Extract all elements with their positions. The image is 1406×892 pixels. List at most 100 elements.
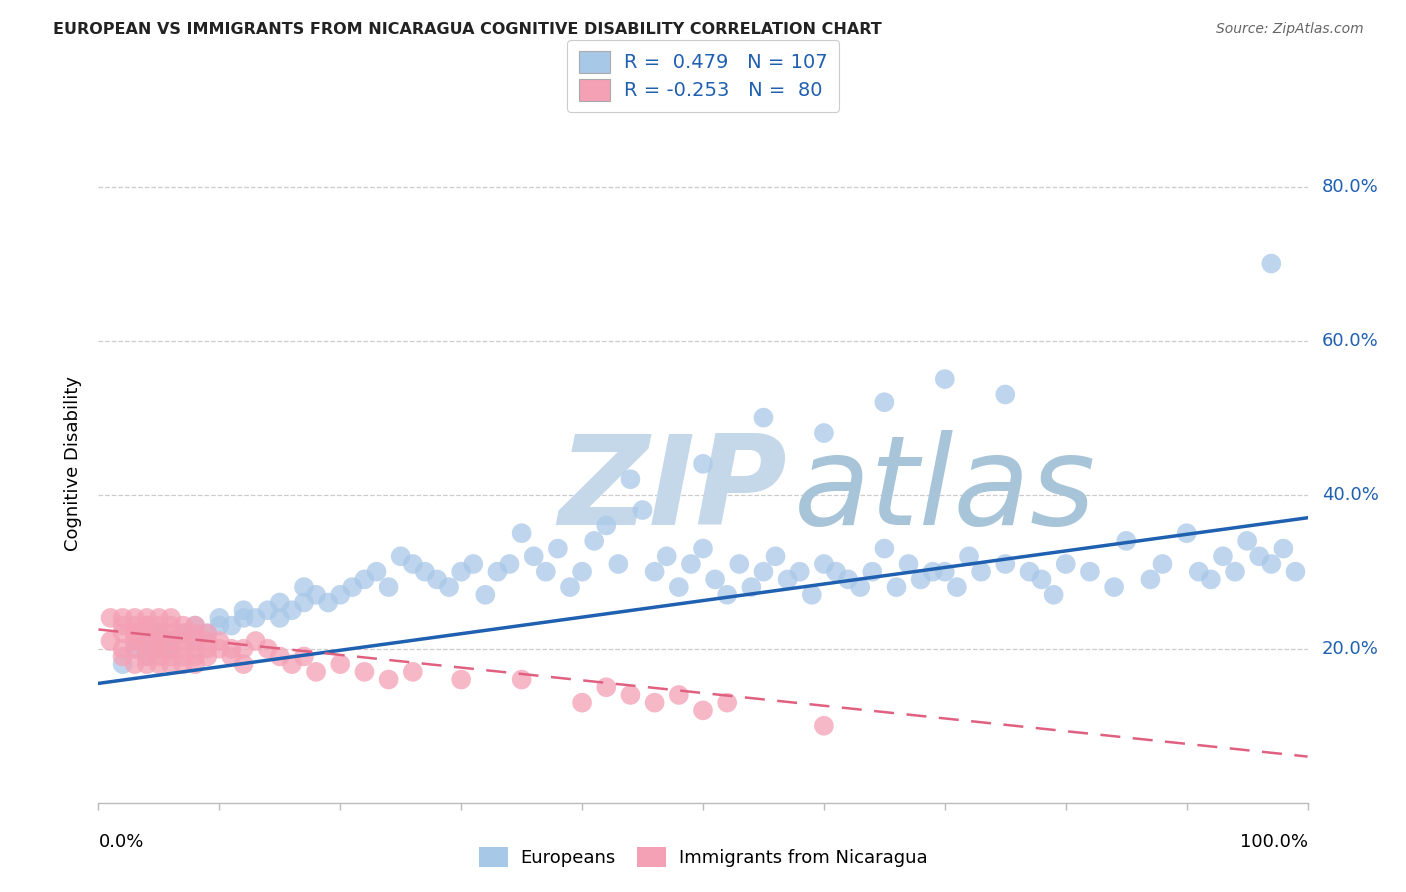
Point xyxy=(160,657,183,672)
Point xyxy=(644,565,666,579)
Point xyxy=(221,649,243,664)
Point xyxy=(873,395,896,409)
Point xyxy=(994,387,1017,401)
Text: 40.0%: 40.0% xyxy=(1322,485,1379,504)
Point xyxy=(232,657,254,672)
Point xyxy=(595,518,617,533)
Point xyxy=(668,580,690,594)
Point xyxy=(558,580,581,594)
Point xyxy=(148,641,170,656)
Point xyxy=(111,657,134,672)
Point xyxy=(135,618,157,632)
Point xyxy=(208,611,231,625)
Point xyxy=(172,649,194,664)
Point xyxy=(124,641,146,656)
Point xyxy=(1236,533,1258,548)
Text: atlas: atlas xyxy=(793,431,1095,551)
Point xyxy=(1223,565,1246,579)
Point xyxy=(184,618,207,632)
Point xyxy=(184,657,207,672)
Point xyxy=(160,611,183,625)
Point xyxy=(148,641,170,656)
Point xyxy=(692,541,714,556)
Point xyxy=(195,626,218,640)
Point xyxy=(450,565,472,579)
Point xyxy=(426,573,449,587)
Point xyxy=(765,549,787,564)
Point xyxy=(281,657,304,672)
Point xyxy=(1139,573,1161,587)
Point xyxy=(111,618,134,632)
Point xyxy=(148,649,170,664)
Point xyxy=(148,626,170,640)
Point xyxy=(111,626,134,640)
Point xyxy=(184,634,207,648)
Point xyxy=(221,641,243,656)
Point xyxy=(305,588,328,602)
Point xyxy=(232,611,254,625)
Point xyxy=(172,626,194,640)
Point xyxy=(1031,573,1053,587)
Point xyxy=(571,696,593,710)
Point xyxy=(631,503,654,517)
Point xyxy=(342,580,364,594)
Point xyxy=(1018,565,1040,579)
Point xyxy=(946,580,969,594)
Point xyxy=(1212,549,1234,564)
Point xyxy=(402,557,425,571)
Point xyxy=(160,641,183,656)
Point xyxy=(111,641,134,656)
Point xyxy=(184,618,207,632)
Point xyxy=(124,641,146,656)
Point xyxy=(510,526,533,541)
Point xyxy=(886,580,908,594)
Point xyxy=(111,611,134,625)
Point xyxy=(644,696,666,710)
Point xyxy=(716,588,738,602)
Point xyxy=(184,641,207,656)
Text: Source: ZipAtlas.com: Source: ZipAtlas.com xyxy=(1216,22,1364,37)
Point xyxy=(389,549,412,564)
Point xyxy=(305,665,328,679)
Point xyxy=(135,634,157,648)
Point xyxy=(1284,565,1306,579)
Point xyxy=(547,541,569,556)
Point xyxy=(124,657,146,672)
Point xyxy=(1152,557,1174,571)
Text: 0.0%: 0.0% xyxy=(98,833,143,851)
Point xyxy=(692,457,714,471)
Text: 80.0%: 80.0% xyxy=(1322,178,1379,195)
Point xyxy=(172,626,194,640)
Point xyxy=(1078,565,1101,579)
Text: 20.0%: 20.0% xyxy=(1322,640,1379,657)
Point xyxy=(172,634,194,648)
Point xyxy=(583,533,606,548)
Point xyxy=(934,565,956,579)
Point xyxy=(776,573,799,587)
Point xyxy=(474,588,496,602)
Point xyxy=(208,618,231,632)
Point xyxy=(752,410,775,425)
Point xyxy=(256,603,278,617)
Point xyxy=(221,618,243,632)
Point xyxy=(728,557,751,571)
Text: 100.0%: 100.0% xyxy=(1240,833,1308,851)
Point xyxy=(160,626,183,640)
Point xyxy=(704,573,727,587)
Point xyxy=(269,611,291,625)
Point xyxy=(124,626,146,640)
Point xyxy=(366,565,388,579)
Point xyxy=(269,595,291,609)
Point xyxy=(135,649,157,664)
Point xyxy=(160,641,183,656)
Point xyxy=(160,649,183,664)
Point xyxy=(148,626,170,640)
Point xyxy=(934,372,956,386)
Point xyxy=(208,634,231,648)
Point xyxy=(655,549,678,564)
Point xyxy=(245,611,267,625)
Point xyxy=(195,649,218,664)
Point xyxy=(124,626,146,640)
Point xyxy=(292,595,315,609)
Text: EUROPEAN VS IMMIGRANTS FROM NICARAGUA COGNITIVE DISABILITY CORRELATION CHART: EUROPEAN VS IMMIGRANTS FROM NICARAGUA CO… xyxy=(53,22,882,37)
